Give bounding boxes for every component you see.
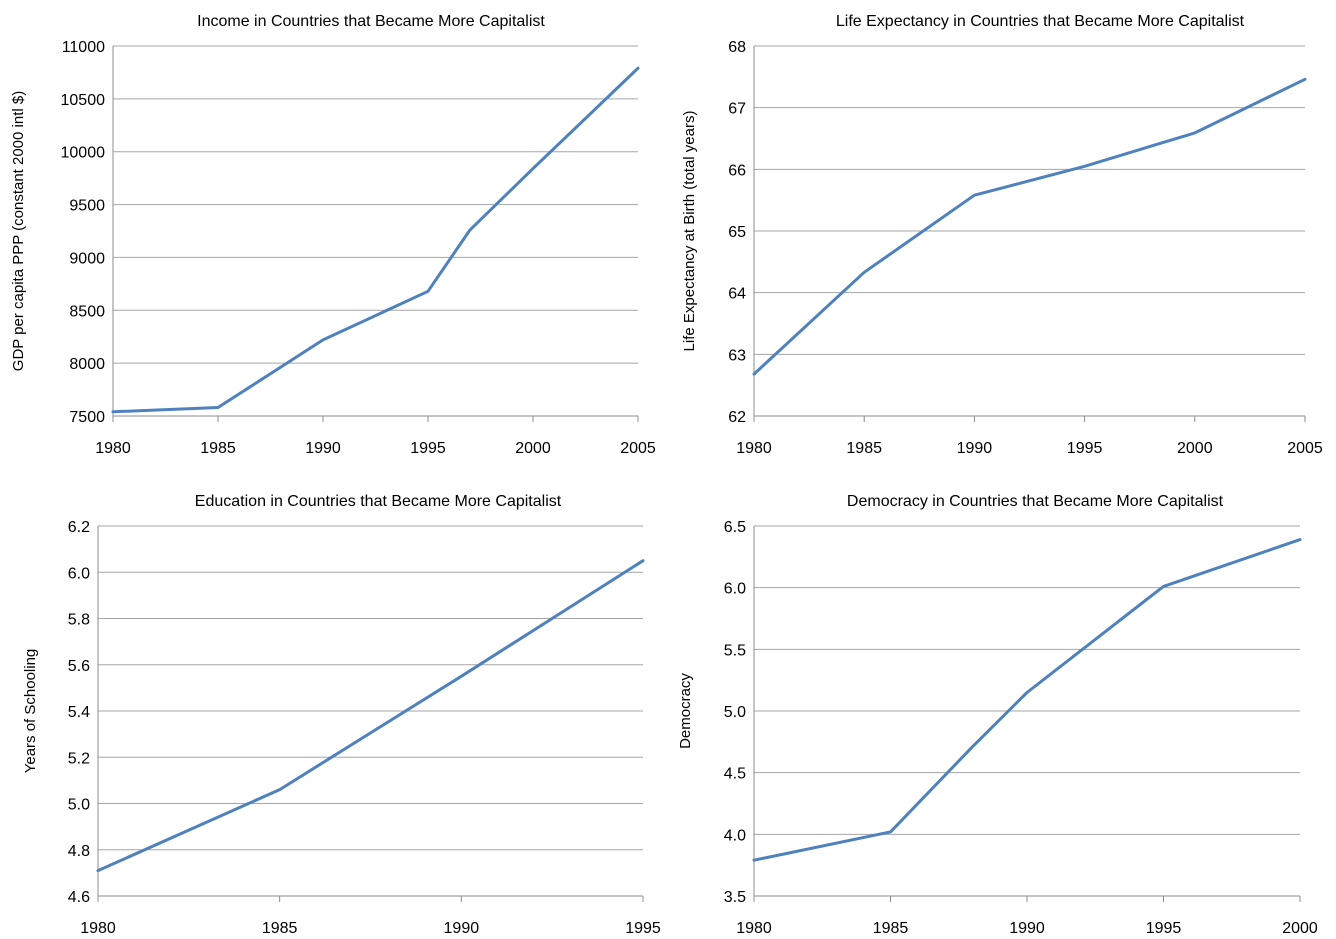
- y-tick-label: 5.4: [68, 704, 90, 721]
- y-tick-label: 8000: [69, 356, 105, 373]
- y-tick-label: 68: [728, 39, 746, 56]
- x-tick-label: 2000: [1282, 920, 1318, 937]
- y-axis-label: Years of Schooling: [22, 649, 39, 774]
- y-tick-label: 3.5: [724, 889, 746, 906]
- x-tick-label: 1985: [200, 440, 236, 457]
- y-tick-label: 62: [728, 409, 746, 426]
- y-axis-label: GDP per capita PPP (constant 2000 intl $…: [10, 91, 27, 371]
- x-tick-label: 2005: [1287, 440, 1323, 457]
- y-tick-label: 5.8: [68, 612, 90, 629]
- x-tick-label: 1995: [1067, 440, 1103, 457]
- series-line: [752, 77, 1307, 376]
- x-tick-label: 1995: [625, 920, 661, 937]
- y-tick-label: 4.6: [68, 889, 90, 906]
- democracy-chart: Democracy in Countries that Became More …: [677, 493, 1318, 937]
- x-tick-label: 1980: [736, 440, 772, 457]
- y-tick-label: 9500: [69, 198, 105, 215]
- x-tick-label: 1990: [305, 440, 341, 457]
- x-tick-label: 1985: [262, 920, 298, 937]
- y-tick-label: 5.0: [724, 704, 746, 721]
- y-tick-label: 5.0: [68, 797, 90, 814]
- x-tick-label: 1985: [873, 920, 909, 937]
- y-tick-label: 5.2: [68, 750, 90, 767]
- y-tick-label: 67: [728, 101, 746, 118]
- x-tick-label: 2000: [1177, 440, 1213, 457]
- y-tick-label: 6.2: [68, 519, 90, 536]
- y-tick-label: 66: [728, 162, 746, 179]
- y-axis-label: Life Expectancy at Birth (total years): [681, 111, 698, 352]
- x-tick-label: 1980: [95, 440, 131, 457]
- series-line: [96, 559, 645, 873]
- y-tick-label: 5.5: [724, 642, 746, 659]
- y-tick-label: 6.0: [68, 565, 90, 582]
- y-tick-label: 4.8: [68, 843, 90, 860]
- y-tick-label: 6.0: [724, 581, 746, 598]
- y-tick-label: 64: [728, 286, 746, 303]
- y-tick-label: 65: [728, 224, 746, 241]
- x-tick-label: 1995: [410, 440, 446, 457]
- x-tick-label: 2000: [515, 440, 551, 457]
- life-expectancy-chart: Life Expectancy in Countries that Became…: [681, 13, 1323, 457]
- x-tick-label: 1995: [1146, 920, 1182, 937]
- y-tick-label: 4.0: [724, 827, 746, 844]
- series-line: [752, 538, 1302, 862]
- x-tick-label: 1990: [957, 440, 993, 457]
- x-tick-label: 1985: [846, 440, 882, 457]
- y-tick-label: 7500: [69, 409, 105, 426]
- income-chart: Income in Countries that Became More Cap…: [10, 13, 656, 457]
- y-tick-label: 10000: [61, 145, 106, 162]
- y-tick-label: 6.5: [724, 519, 746, 536]
- series-line: [111, 66, 640, 414]
- y-tick-label: 10500: [61, 92, 106, 109]
- chart-title: Democracy in Countries that Became More …: [847, 493, 1224, 510]
- y-tick-label: 63: [728, 347, 746, 364]
- x-tick-label: 1980: [736, 920, 772, 937]
- chart-title: Income in Countries that Became More Cap…: [197, 13, 545, 30]
- x-tick-label: 2005: [620, 440, 656, 457]
- y-tick-label: 5.6: [68, 658, 90, 675]
- y-tick-label: 8500: [69, 303, 105, 320]
- y-tick-label: 4.5: [724, 766, 746, 783]
- chart-title: Life Expectancy in Countries that Became…: [836, 13, 1245, 30]
- y-axis-label: Democracy: [677, 673, 694, 749]
- y-tick-label: 9000: [69, 250, 105, 267]
- x-tick-label: 1990: [444, 920, 480, 937]
- x-tick-label: 1990: [1009, 920, 1045, 937]
- education-chart: Education in Countries that Became More …: [22, 493, 661, 937]
- chart-title: Education in Countries that Became More …: [195, 493, 562, 510]
- y-tick-label: 11000: [62, 39, 105, 56]
- x-tick-label: 1980: [80, 920, 116, 937]
